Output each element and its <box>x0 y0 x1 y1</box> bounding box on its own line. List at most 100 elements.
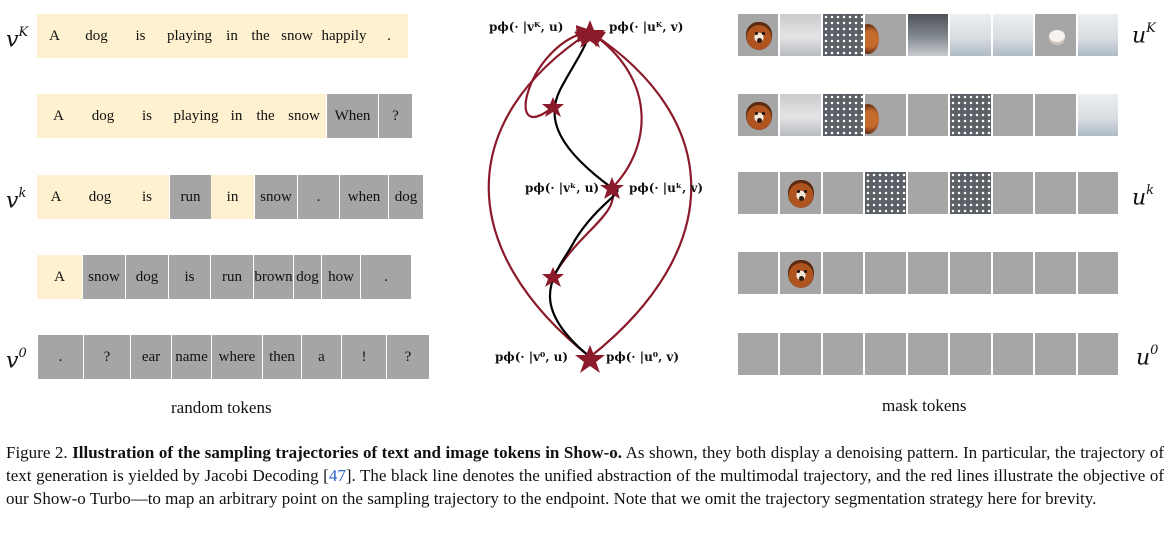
red-trajectory-outer-right <box>586 29 693 358</box>
mask-token <box>907 94 949 136</box>
text-token: playing <box>160 14 219 58</box>
masked-random-token: When <box>326 94 378 138</box>
label-v-k: vk <box>6 186 27 214</box>
caption-text-2: ]. The black line denotes the unified ab… <box>6 466 1164 508</box>
image-token-row <box>738 94 1118 136</box>
text-token: playing <box>168 94 224 138</box>
mask-token <box>865 333 906 375</box>
prob-top-left: pϕ(· |vᴷ, u) <box>489 20 564 34</box>
image-token-row <box>738 252 1118 294</box>
mask-token <box>907 172 949 214</box>
text-token: A <box>37 255 82 299</box>
mask-token <box>1077 333 1118 375</box>
masked-random-token: dog <box>125 255 168 299</box>
masked-random-token: run <box>169 175 211 219</box>
masked-random-token: ! <box>341 335 386 379</box>
label-v-K: vK <box>6 25 29 53</box>
mask-token <box>1035 252 1076 294</box>
mask-token <box>950 333 991 375</box>
masked-random-token: ? <box>83 335 130 379</box>
image-token <box>780 172 821 214</box>
mask-token <box>992 333 1034 375</box>
mask-token <box>992 252 1034 294</box>
mask-token <box>1035 333 1076 375</box>
image-token-row <box>738 14 1118 56</box>
mask-token <box>738 333 779 375</box>
text-token: the <box>249 94 282 138</box>
image-token <box>907 14 949 56</box>
star-lower-mid <box>542 267 564 287</box>
masked-random-token: ? <box>378 94 412 138</box>
masked-random-token: how <box>321 255 360 299</box>
mask-token <box>992 94 1034 136</box>
caption-text-1: As shown, they both display a denoising … <box>6 443 1165 485</box>
mask-token <box>1035 94 1076 136</box>
text-token-row: .? ear name where then a!? <box>37 335 430 379</box>
star-bottom <box>575 345 605 373</box>
image-token <box>780 14 821 56</box>
mask-token <box>865 252 906 294</box>
masked-random-token: run <box>210 255 253 299</box>
text-token: snow <box>276 14 318 58</box>
image-token <box>738 94 779 136</box>
red-trajectory-mid-left <box>524 25 595 118</box>
image-token <box>950 14 991 56</box>
masked-random-token: where <box>211 335 262 379</box>
masked-random-token: brown <box>253 255 293 299</box>
image-token <box>1035 14 1076 56</box>
text-token: in <box>219 14 245 58</box>
label-u-k: uk <box>1132 183 1155 211</box>
mask-token <box>907 252 949 294</box>
image-token <box>992 14 1034 56</box>
text-token: A <box>37 14 72 58</box>
mask-tokens-caption: mask tokens <box>882 396 967 415</box>
text-token: is <box>121 14 160 58</box>
masked-random-token: is <box>168 255 210 299</box>
mask-token <box>738 172 779 214</box>
image-token <box>865 14 906 56</box>
image-token <box>950 94 991 136</box>
label-u-K: uK <box>1132 21 1156 49</box>
text-token: dog <box>72 14 121 58</box>
text-token: snow <box>282 94 326 138</box>
masked-random-token: when <box>339 175 388 219</box>
mask-token <box>738 252 779 294</box>
mask-token <box>780 333 821 375</box>
mask-token <box>822 172 864 214</box>
masked-random-token: . <box>360 255 411 299</box>
prob-mid-left: pϕ(· |vᵏ, u) <box>525 181 600 195</box>
caption-bold-title: Illustration of the sampling trajectorie… <box>72 443 622 462</box>
image-token-row <box>738 333 1118 375</box>
masked-random-token: . <box>297 175 339 219</box>
prob-top-right: pϕ(· |uᴷ, v) <box>609 20 684 34</box>
masked-random-token: dog <box>388 175 423 219</box>
masked-random-token: snow <box>254 175 297 219</box>
masked-random-token: a <box>301 335 341 379</box>
mask-token <box>1077 252 1118 294</box>
citation-link[interactable]: 47 <box>328 466 346 485</box>
image-token <box>1077 94 1118 136</box>
masked-random-token: ? <box>386 335 429 379</box>
masked-random-token: snow <box>82 255 125 299</box>
image-token <box>822 14 864 56</box>
text-token: in <box>211 175 254 219</box>
mask-token <box>992 172 1034 214</box>
prob-bottom-left: pϕ(· |v⁰, u) <box>495 350 569 364</box>
text-token: the <box>245 14 276 58</box>
text-token: dog <box>75 175 125 219</box>
star-upper-mid <box>542 97 564 117</box>
prob-bottom-right: pϕ(· |u⁰, v) <box>606 350 680 364</box>
mask-token <box>1035 172 1076 214</box>
image-token <box>780 252 821 294</box>
label-u-0: u0 <box>1136 343 1159 371</box>
text-token: in <box>224 94 249 138</box>
text-token: A <box>37 175 75 219</box>
masked-random-token: ear <box>130 335 171 379</box>
masked-random-token: name <box>171 335 211 379</box>
mask-token <box>1077 172 1118 214</box>
image-token <box>865 94 906 136</box>
